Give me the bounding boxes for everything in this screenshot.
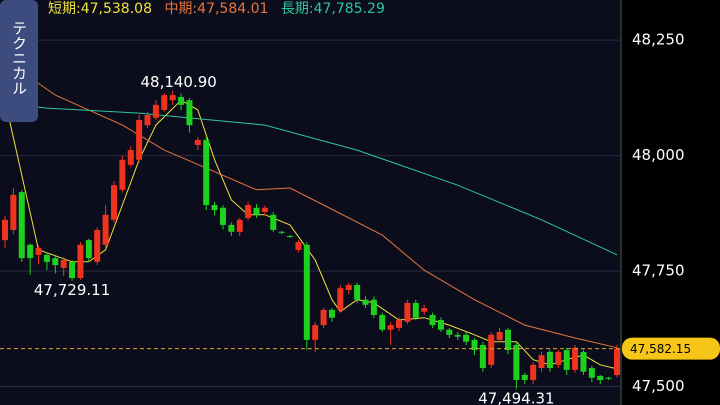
price-tag-label: 47,582.15: [630, 342, 691, 356]
candle-body: [320, 309, 327, 326]
candle-body: [396, 320, 403, 328]
candle-body: [77, 244, 84, 279]
candle-body: [178, 96, 185, 105]
candle-body: [362, 299, 369, 305]
candle-body: [169, 95, 176, 101]
candle-body: [572, 347, 579, 370]
candle-body: [295, 241, 302, 250]
candle-body: [471, 339, 478, 351]
candle-body: [337, 288, 344, 310]
candle-body: [261, 207, 268, 212]
candle-body: [404, 302, 411, 322]
annotation: 48,140.90: [140, 73, 216, 91]
candle-body: [580, 351, 587, 372]
candle-body: [437, 320, 444, 330]
ma-line: [4, 59, 618, 349]
axis-panel: [621, 0, 720, 405]
candle-body: [144, 114, 151, 126]
legend-value: 47,584.01: [197, 1, 268, 17]
candle-body: [253, 207, 260, 215]
candle-body: [454, 334, 461, 337]
candle-body: [119, 159, 126, 190]
candle-body: [412, 302, 419, 318]
candle-body: [303, 244, 310, 340]
candle-body: [245, 205, 252, 218]
candle-body: [85, 240, 92, 259]
candle-body: [186, 100, 193, 126]
candle-body: [429, 314, 436, 326]
candle-body: [354, 284, 361, 300]
candle-body: [421, 308, 428, 312]
y-tick-label: 48,000: [632, 146, 685, 164]
annotation: 47,494.31: [478, 390, 554, 405]
candle-body: [546, 351, 553, 369]
candle-body: [496, 332, 503, 340]
candle-body: [27, 244, 34, 259]
candle-body: [194, 139, 201, 146]
candle-body: [505, 329, 512, 351]
candle-body: [446, 329, 453, 335]
candle-body: [270, 214, 277, 230]
candle-body: [52, 258, 59, 266]
candle-body: [387, 325, 394, 330]
candle-body: [278, 231, 285, 233]
legend-name: 中期:: [164, 1, 197, 17]
candle-body: [555, 351, 562, 365]
candle-body: [614, 348, 620, 375]
candle-body: [110, 185, 117, 220]
legend-name: 短期:: [48, 1, 81, 17]
y-tick-label: 47,500: [632, 377, 685, 395]
candle-body: [236, 219, 243, 232]
tab-label[interactable]: テクニカル: [10, 21, 28, 96]
candle-body: [530, 364, 537, 381]
legend-value: 47,785.29: [314, 1, 385, 17]
candle-body: [94, 229, 101, 262]
tab[interactable]: [0, 0, 38, 122]
ma-line: [4, 99, 618, 370]
candle-body: [69, 261, 76, 279]
candle-body: [60, 259, 67, 268]
candle-body: [538, 355, 545, 369]
candle-body: [597, 375, 604, 381]
candle-body: [2, 219, 8, 241]
candle-body: [563, 350, 570, 370]
y-tick-label: 48,250: [632, 31, 685, 49]
candle-body: [136, 120, 143, 160]
candle-body: [463, 334, 470, 342]
candle-body: [379, 314, 386, 330]
candle-body: [488, 334, 495, 365]
candle-body: [18, 192, 25, 259]
candle-body: [219, 207, 226, 225]
candle-body: [588, 368, 595, 378]
candle-body: [127, 150, 134, 165]
candle-body: [228, 224, 235, 232]
ma-line: [4, 102, 618, 256]
annotation: 47,729.11: [34, 281, 110, 299]
legend: 短期:47,538.08 中期:47,584.01 長期:47,785.29: [48, 1, 385, 17]
price-tag: [622, 337, 720, 360]
candle-body: [479, 344, 486, 369]
legend-name: 長期:: [281, 1, 314, 17]
candle-body: [43, 254, 50, 262]
candle-body: [102, 214, 109, 245]
candle-body: [161, 95, 168, 110]
candle-body: [203, 139, 210, 206]
candle-body: [345, 284, 352, 291]
candle-body: [513, 344, 520, 381]
candle-body: [287, 235, 294, 237]
candle-body: [35, 247, 42, 255]
legend-value: 47,538.08: [81, 1, 152, 17]
candle-body: [152, 104, 159, 118]
candle-body: [211, 205, 218, 211]
candle-body: [312, 325, 319, 340]
candle-body: [328, 309, 335, 318]
candle-body: [521, 374, 528, 381]
candle-body: [370, 299, 377, 315]
candle-body: [605, 377, 612, 379]
candle-body: [10, 194, 17, 230]
y-tick-label: 47,750: [632, 262, 685, 280]
